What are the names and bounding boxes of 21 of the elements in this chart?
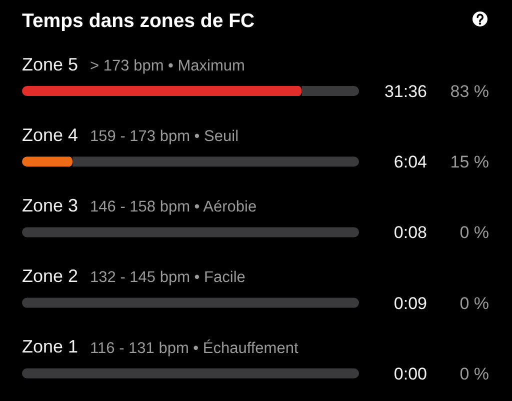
y-tick-label: Zone 4 (22, 124, 78, 145)
y-tick-label: Zone 3 (22, 196, 78, 216)
y-tick-label: Zone 2 (22, 266, 78, 286)
annotation: 146 - 158 bpm • Aérobie (90, 198, 257, 216)
data-label: 15 % (450, 152, 489, 172)
data-label: 0 % (460, 294, 489, 313)
annotation: > 173 bpm • Maximum (90, 57, 245, 74)
text: 0:00 (394, 364, 427, 384)
y-tick-label: Zone 1 (22, 336, 78, 357)
annotation: 159 - 173 bpm • Seuil (90, 128, 239, 146)
text: 6:04 (394, 152, 427, 172)
data-label: 0 % (460, 364, 489, 384)
text: 0:09 (394, 294, 427, 313)
text: 0:08 (394, 223, 427, 242)
text: 31:36 (384, 82, 427, 101)
chart-title: Temps dans zones de FC (22, 10, 255, 32)
annotation: 132 - 145 bpm • Facile (90, 269, 246, 286)
annotation: 116 - 131 bpm • Échauffement (90, 338, 299, 357)
y-tick-label: Zone 5 (22, 54, 78, 74)
data-label: 0 % (460, 223, 489, 242)
data-label: 83 % (450, 82, 489, 101)
